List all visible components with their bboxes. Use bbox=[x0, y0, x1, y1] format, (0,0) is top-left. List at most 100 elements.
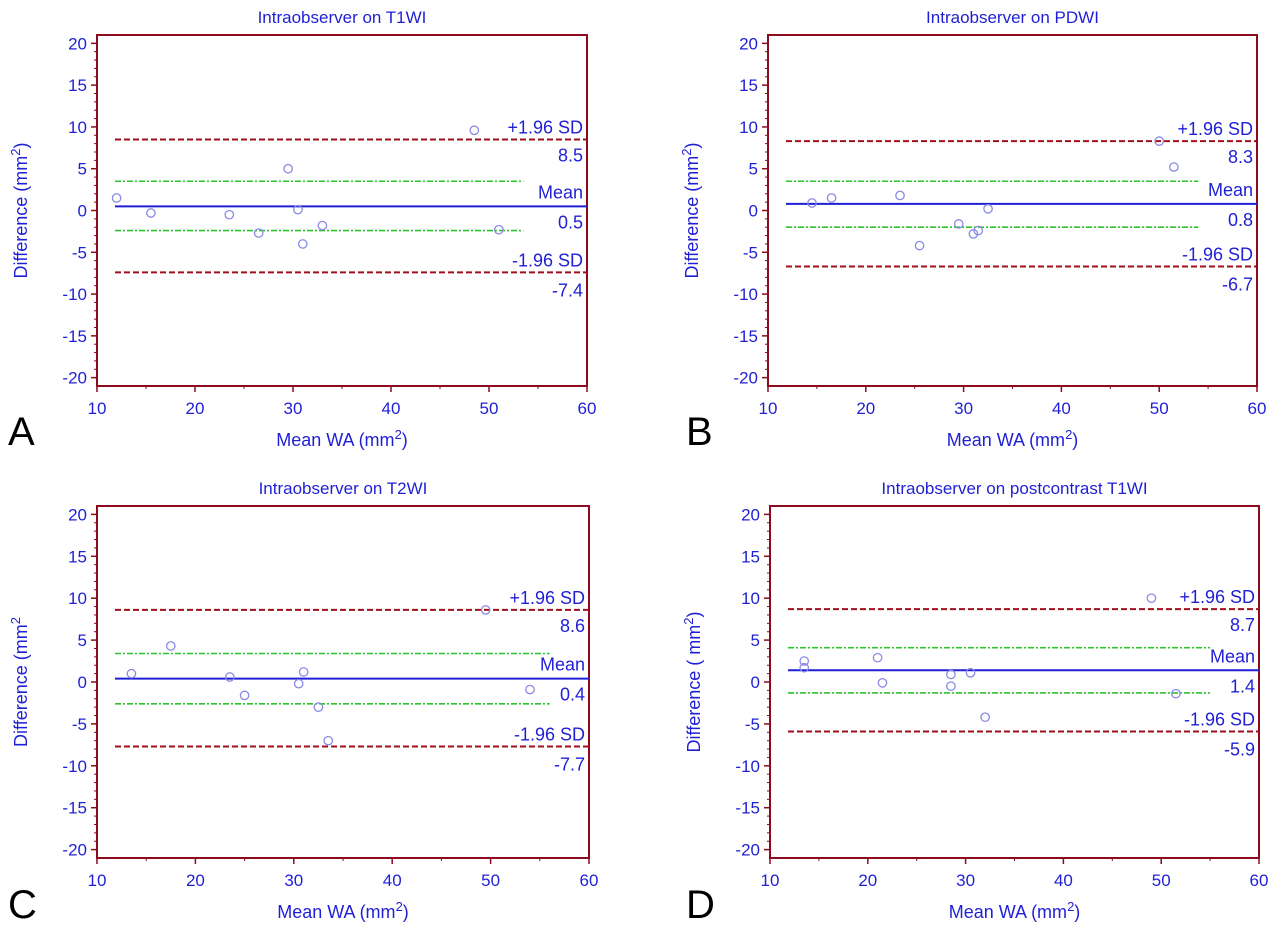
y-tick-label: 0 bbox=[751, 673, 760, 692]
lower-loa-label: -1.96 SD bbox=[512, 250, 583, 270]
data-point bbox=[914, 240, 925, 251]
data-point bbox=[799, 662, 810, 673]
panel-c: Intraobserver on T2WI -20 -15 -10 -5 0 5 10 15 20… bbox=[8, 479, 598, 927]
x-tick-label: 50 bbox=[1152, 871, 1171, 890]
plot-frame bbox=[96, 505, 590, 859]
data-point bbox=[807, 198, 817, 208]
x-tick-label: 50 bbox=[481, 871, 500, 890]
y-axis-label: Difference ( mm2) bbox=[681, 612, 704, 753]
mean-value: 0.4 bbox=[560, 685, 585, 705]
y-tick-label: -5 bbox=[72, 715, 87, 734]
data-point bbox=[293, 204, 303, 215]
data-point bbox=[1146, 593, 1157, 604]
y-tick-label: -5 bbox=[745, 715, 760, 734]
lower-loa-value: -7.4 bbox=[552, 280, 583, 300]
chart-title: Intraobserver on T2WI bbox=[259, 479, 428, 498]
mean-value: 0.8 bbox=[1228, 210, 1253, 230]
x-tick-label: 20 bbox=[186, 399, 205, 418]
data-point bbox=[877, 677, 888, 688]
data-point bbox=[298, 667, 309, 677]
data-point bbox=[1171, 688, 1181, 699]
y-tick-label: 10 bbox=[68, 589, 87, 608]
x-axis-label: Mean WA (mm2) bbox=[277, 899, 409, 922]
mean-label: Mean bbox=[540, 655, 585, 675]
x-tick-label: 60 bbox=[580, 871, 599, 890]
y-tick-label: 0 bbox=[78, 202, 87, 221]
y-tick-label: 0 bbox=[749, 202, 758, 221]
data-point bbox=[293, 678, 304, 689]
mean-label: Mean bbox=[538, 182, 583, 202]
plot-frame bbox=[96, 34, 588, 387]
y-tick-label: 15 bbox=[741, 547, 760, 566]
y-tick-label: -10 bbox=[62, 757, 87, 776]
data-point bbox=[983, 203, 993, 214]
lower-loa-value: -5.9 bbox=[1224, 739, 1255, 759]
x-tick-label: 30 bbox=[284, 399, 303, 418]
chart-title: Intraobserver on PDWI bbox=[926, 8, 1099, 27]
data-point bbox=[126, 668, 137, 679]
chart-title: Intraobserver on postcontrast T1WI bbox=[881, 479, 1147, 498]
mean-value: 1.4 bbox=[1230, 676, 1255, 696]
upper-loa-label: +1.96 SD bbox=[507, 117, 583, 137]
y-tick-label: 20 bbox=[739, 34, 758, 53]
y-tick-label: -15 bbox=[733, 327, 758, 346]
y-tick-label: -20 bbox=[62, 369, 87, 388]
data-point bbox=[297, 239, 308, 249]
x-axis-label: Mean WA (mm2) bbox=[276, 427, 408, 450]
upper-loa-label: +1.96 SD bbox=[509, 588, 585, 608]
data-point bbox=[965, 667, 976, 678]
y-tick-label: -10 bbox=[62, 285, 87, 304]
data-point bbox=[253, 228, 264, 238]
y-tick-label: 10 bbox=[741, 589, 760, 608]
y-tick-label: 20 bbox=[741, 505, 760, 524]
data-point bbox=[946, 681, 956, 692]
y-axis-label: Difference (mm2) bbox=[8, 143, 31, 279]
data-point bbox=[980, 712, 991, 723]
y-axis-label: Difference (mm2 bbox=[8, 617, 31, 747]
panel-b: Intraobserver on PDWI -20 -15 -10 -5 0 5 10 15 20… bbox=[679, 8, 1266, 454]
mean-label: Mean bbox=[1210, 646, 1255, 666]
y-tick-label: -20 bbox=[62, 841, 87, 860]
y-tick-label: 20 bbox=[68, 505, 87, 524]
data-point bbox=[826, 193, 837, 203]
panel-letter: B bbox=[686, 410, 713, 454]
x-tick-label: 50 bbox=[480, 399, 499, 418]
plot-frame bbox=[769, 505, 1260, 859]
data-point bbox=[165, 641, 176, 651]
x-tick-label: 10 bbox=[88, 399, 107, 418]
data-point bbox=[224, 209, 235, 220]
x-axis-label: Mean WA (mm2) bbox=[949, 899, 1081, 922]
lower-loa-label: -1.96 SD bbox=[1184, 709, 1255, 729]
x-tick-label: 40 bbox=[1054, 871, 1073, 890]
panel-a: Intraobserver on T1WI -20 -15 -10 -5 0 5 10 15 20… bbox=[8, 8, 596, 454]
y-tick-label: 5 bbox=[749, 160, 758, 179]
mean-label: Mean bbox=[1208, 180, 1253, 200]
data-point bbox=[895, 190, 905, 201]
panel-letter: D bbox=[686, 883, 715, 927]
x-tick-label: 60 bbox=[1250, 871, 1269, 890]
x-tick-label: 20 bbox=[856, 399, 875, 418]
y-tick-label: -15 bbox=[62, 327, 87, 346]
y-tick-label: 10 bbox=[68, 118, 87, 137]
panel-d: Intraobserver on postcontrast T1WI -20 -15… bbox=[681, 479, 1268, 927]
data-point bbox=[224, 672, 235, 682]
y-tick-label: -10 bbox=[733, 285, 758, 304]
plot-frame bbox=[767, 34, 1258, 387]
y-tick-label: -15 bbox=[62, 799, 87, 818]
panel-letter: C bbox=[8, 883, 37, 927]
data-point bbox=[946, 669, 956, 680]
y-tick-label: 20 bbox=[68, 34, 87, 53]
lower-loa-value: -6.7 bbox=[1222, 274, 1253, 294]
data-point bbox=[480, 605, 491, 615]
data-point bbox=[146, 208, 156, 218]
data-point bbox=[968, 229, 979, 239]
data-point bbox=[283, 163, 293, 174]
chart-title: Intraobserver on T1WI bbox=[258, 8, 427, 27]
y-tick-label: 0 bbox=[78, 673, 87, 692]
data-point bbox=[953, 219, 964, 229]
x-tick-label: 60 bbox=[578, 399, 597, 418]
x-tick-label: 10 bbox=[761, 871, 780, 890]
data-point bbox=[323, 735, 334, 746]
data-point bbox=[525, 684, 535, 695]
data-point bbox=[973, 225, 984, 236]
